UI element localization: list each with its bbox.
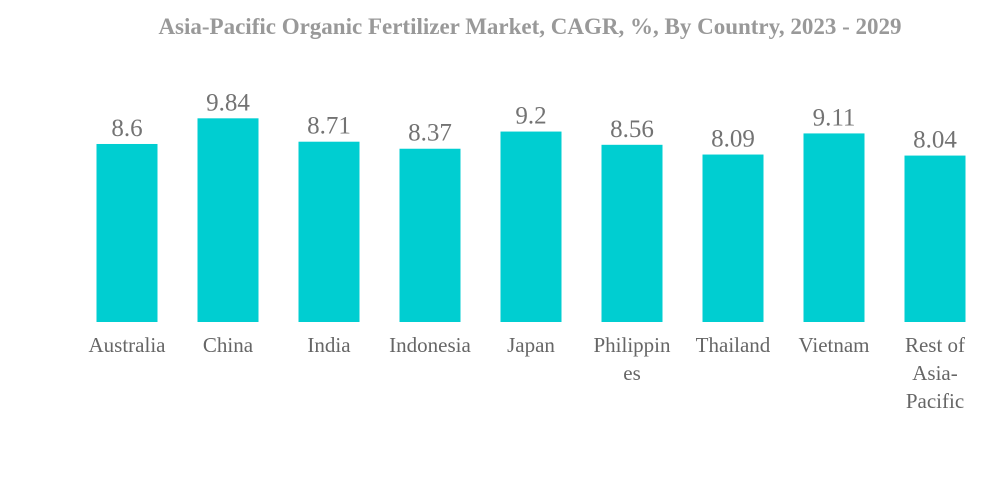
- category-label-5: Philippin es: [593, 333, 671, 385]
- category-label-8: Rest of Asia-Pacific: [905, 333, 965, 413]
- value-label-6: 8.09: [711, 126, 755, 153]
- value-label-8: 8.04: [913, 127, 957, 154]
- bar-5: [601, 144, 663, 322]
- value-label-5: 8.56: [610, 116, 654, 143]
- category-label-6: Thailand: [696, 333, 771, 357]
- bar-7: [803, 133, 865, 322]
- bar-6: [702, 154, 764, 322]
- bar-4: [500, 131, 562, 322]
- category-label-0: Australia: [89, 333, 167, 357]
- bar-3: [399, 148, 461, 322]
- bar-1: [197, 118, 259, 322]
- category-label-3: Indonesia: [389, 333, 471, 357]
- value-label-7: 9.11: [813, 104, 856, 131]
- bar-8: [904, 155, 966, 322]
- chart-title: Asia-Pacific Organic Fertilizer Market, …: [158, 14, 902, 39]
- value-label-2: 8.71: [307, 113, 351, 140]
- bar-2: [298, 141, 360, 322]
- category-label-4: Japan: [507, 333, 555, 357]
- value-label-4: 9.2: [515, 103, 546, 130]
- category-label-2: India: [307, 333, 351, 357]
- value-label-3: 8.37: [408, 120, 452, 147]
- bar-0: [96, 143, 158, 322]
- category-label-7: Vietnam: [798, 333, 869, 357]
- category-label-1: China: [203, 333, 254, 357]
- value-label-1: 9.84: [206, 89, 250, 116]
- value-label-0: 8.6: [111, 115, 142, 142]
